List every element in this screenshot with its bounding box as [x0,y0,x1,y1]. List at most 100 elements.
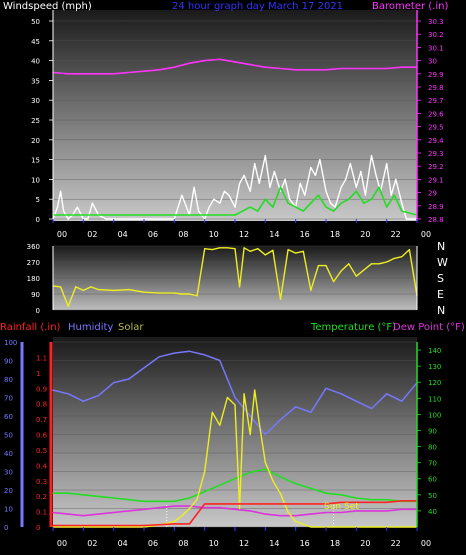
solar-point [204,470,206,473]
wind-direction-point [264,254,266,256]
windspeed-point [76,206,78,208]
wind-hour-label: 00 [57,230,67,239]
humidity-tick-label: 80 [4,376,13,384]
gust-average-point [82,214,84,216]
solar-point [272,480,274,482]
humidity-tick-label: 30 [4,469,13,477]
temperature-point [82,494,84,496]
barometer-point [295,69,297,71]
temperature-tick-label: 50 [428,492,437,500]
gust-average-point [317,194,319,196]
gust-average-point [249,206,251,208]
windspeed-point [56,206,59,208]
barometer-point [143,70,145,72]
wind-direction-point [295,252,297,254]
barometer-tick-label: 29.9 [428,71,444,79]
dewpoint-point [310,513,312,515]
rainfall-point [249,503,251,505]
wind-direction-point [204,248,206,250]
sunset-annotation: Sun Set [324,502,359,512]
barometer-tick-label: 29.5 [428,124,444,132]
rainfall-tick-label: 1.1 [36,354,47,362]
dewpoint-point [204,507,206,509]
direction-tick-label: 360 [27,243,40,251]
dewpoint-point [173,505,175,507]
windspeed-point [395,178,397,180]
wind-direction-point [234,248,236,250]
barometer-point [234,61,236,63]
windspeed-point [355,186,357,188]
wind-direction-point [279,298,282,300]
wind-direction-point [348,263,350,265]
barometer-tick-label: 30.1 [428,44,444,52]
wind-direction-point [219,247,221,249]
wind-direction-point [370,263,373,265]
windspeed-point [105,218,107,220]
barometer-tick-label: 28.9 [428,203,444,211]
temperature-point [325,492,327,494]
wind-tick-label: 35 [31,77,40,85]
humidity-point [82,400,84,402]
humidity-point [401,400,403,402]
humidity-point [97,395,100,397]
barometer-point [386,67,388,70]
barometer-axis-label: Barometer (.in) [372,1,448,12]
dewpoint-point [401,508,403,510]
direction-tick-label: 0 [36,307,40,315]
windspeed-point [243,174,245,176]
barometer-point [310,69,312,71]
temperature-point [67,492,69,494]
climate-hour-label: 08 [178,539,188,548]
solar-point [173,520,175,523]
dewpoint-point [340,511,342,514]
windspeed-point [228,194,230,196]
climate-hour-label: 20 [360,539,370,548]
wind-tick-label: 50 [31,18,40,26]
wind-tick-label: 15 [31,157,40,165]
windspeed-point [319,159,321,161]
windspeed-point [349,163,351,165]
wind-direction-point [196,295,198,297]
wind-tick-label: 20 [31,137,40,145]
gust-average-point [97,214,100,216]
dewpoint-point [143,508,145,510]
windspeed-point [128,218,130,220]
humidity-point [295,406,297,408]
solar-point [211,411,213,413]
windspeed-point [269,186,271,188]
wind-hour-label: 20 [360,230,370,239]
compass-label: N [437,304,445,317]
gust-average-point [310,202,312,204]
wind-hour-label: 12 [239,230,249,239]
windspeed-point [364,194,366,196]
wind-tick-label: 45 [31,38,40,46]
wind-hour-label: 18 [330,230,340,239]
barometer-tick-label: 29.1 [428,176,444,184]
windspeed-point [325,190,327,192]
rainfall-point [325,503,327,505]
barometer-tick-label: 29.7 [428,97,444,105]
gust-average-point [158,214,160,216]
barometer-point [113,73,115,75]
barometer-point [67,73,69,75]
humidity-point [67,393,69,395]
humidity-point [386,393,388,395]
gust-average-line [53,186,418,216]
dewpoint-point [249,510,251,512]
barometer-point [249,64,251,66]
wind-direction-point [173,292,175,294]
rainfall-point [355,501,357,503]
rainfall-legend: Rainfall (.in) [0,322,61,333]
barometer-tick-label: 29.2 [428,163,444,171]
windspeed-point [91,202,93,204]
wind-direction-point [239,286,241,288]
gust-average-point [348,198,350,200]
solar-legend: Solar [118,322,144,333]
direction-tick-label: 90 [31,291,40,299]
windspeed-point [340,186,342,188]
humidity-point [219,359,221,362]
temperature-tick-label: 110 [428,395,441,403]
rainfall-point [370,501,373,503]
wind-direction-point [181,293,183,295]
